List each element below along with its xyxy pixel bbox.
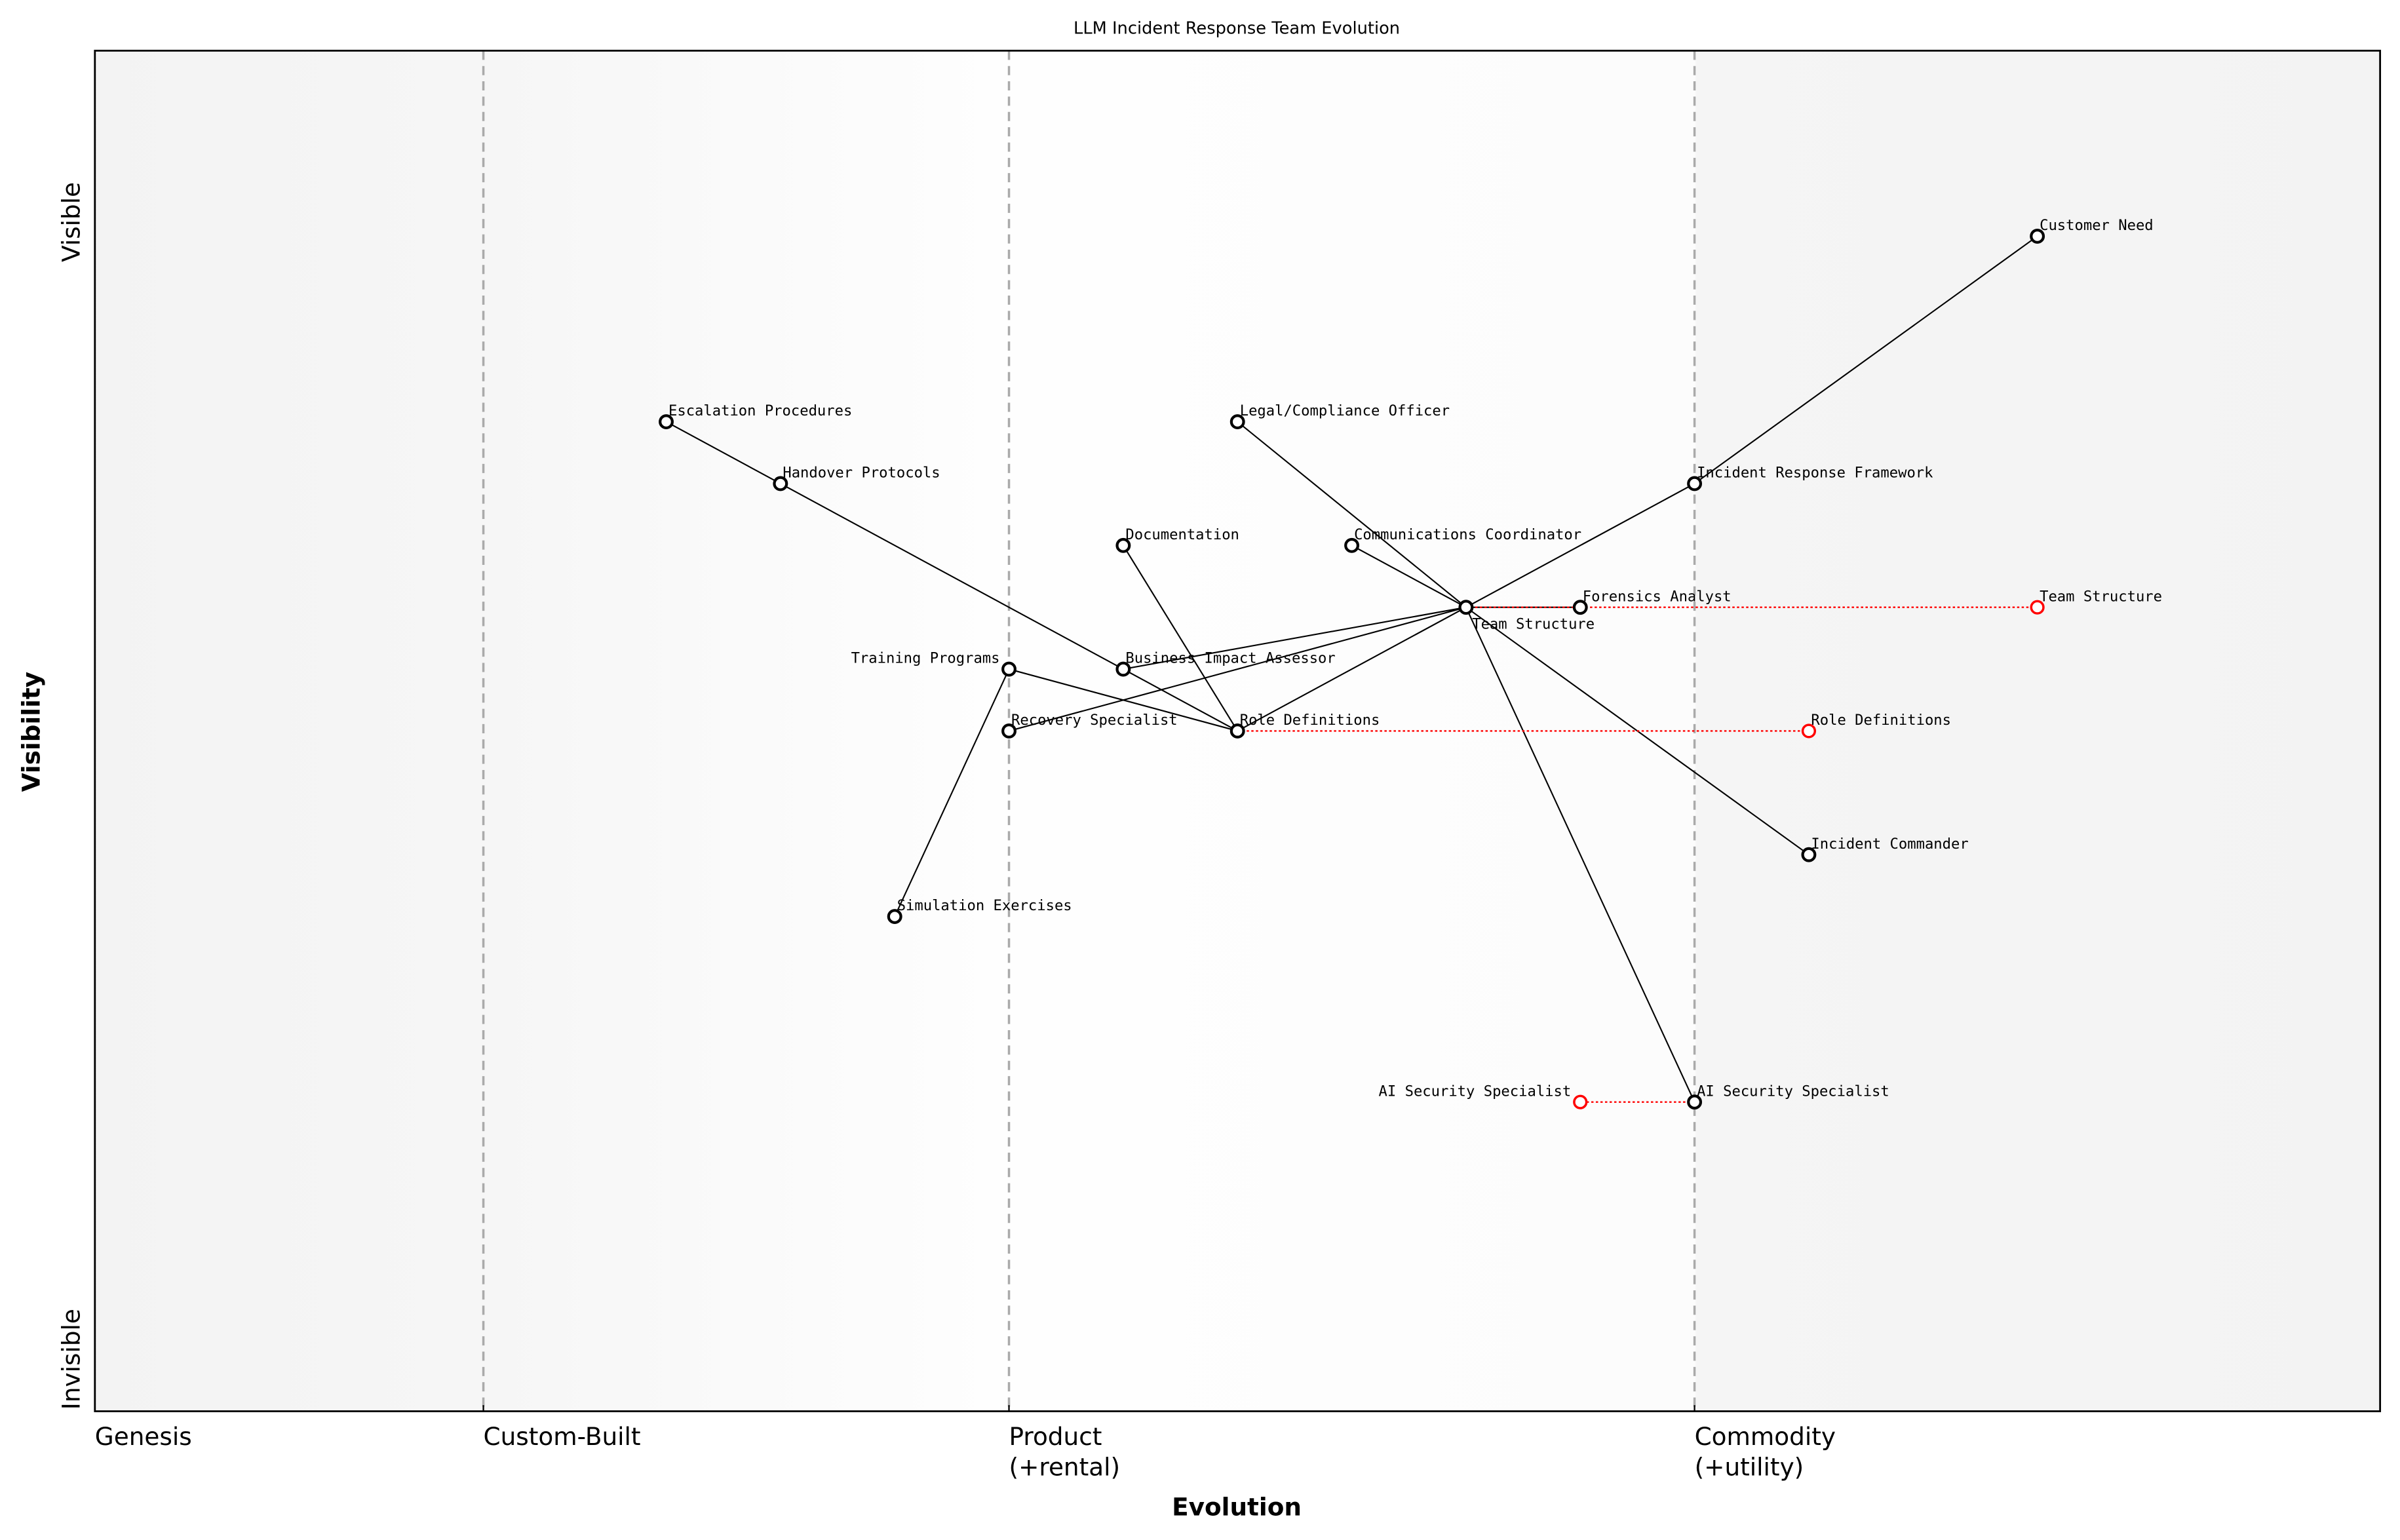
component-label: Documentation <box>1125 526 1239 543</box>
component-label: Customer Need <box>2040 217 2154 234</box>
component-label: Forensics Analyst <box>1583 588 1732 605</box>
link-line <box>1122 545 1239 731</box>
y-bottom-label: Invisible <box>56 1309 85 1410</box>
component-label: Simulation Exercises <box>897 897 1072 914</box>
y-axis-label: Visibility <box>17 672 46 792</box>
component-point <box>1458 600 1474 615</box>
x-tick-label: Product (+rental) <box>1009 1422 1121 1482</box>
link-line <box>1009 668 1238 732</box>
evolved-point <box>2030 600 2045 615</box>
component-label: Legal/Compliance Officer <box>1240 402 1450 419</box>
component-point <box>773 476 788 491</box>
evolved-label: Team Structure <box>2040 588 2162 605</box>
component-label: Recovery Specialist <box>1011 712 1178 729</box>
component-label: Escalation Procedures <box>668 402 852 419</box>
component-label: AI Security Specialist <box>1697 1083 1889 1100</box>
evolved-label: AI Security Specialist <box>1379 1083 1572 1100</box>
component-point <box>1572 600 1588 615</box>
link-line <box>894 668 1010 917</box>
y-top-label: Visible <box>56 182 85 262</box>
component-point <box>1801 847 1817 862</box>
component-label: Handover Protocols <box>783 465 940 482</box>
component-point <box>1001 661 1016 677</box>
component-point <box>1687 1094 1703 1110</box>
component-point <box>1115 537 1131 553</box>
evolved-label: Role Definitions <box>1811 712 1951 729</box>
x-tick-label: Commodity (+utility) <box>1695 1422 1836 1482</box>
component-label: Team Structure <box>1472 615 1595 632</box>
link-line <box>666 421 781 484</box>
component-point <box>1229 723 1245 739</box>
component-label: Role Definitions <box>1240 712 1380 729</box>
component-label: Business Impact Assessor <box>1125 650 1335 667</box>
x-axis-label: Evolution <box>1172 1492 1302 1521</box>
component-label: Incident Commander <box>1811 836 1968 853</box>
component-point <box>1344 537 1360 553</box>
chart-title: LLM Incident Response Team Evolution <box>1074 19 1400 39</box>
link-line <box>1123 668 1238 732</box>
link-line <box>1237 421 1467 608</box>
link-line <box>1123 606 1467 670</box>
component-point <box>887 909 902 925</box>
link-line <box>1351 545 1467 608</box>
x-tick-label: Genesis <box>95 1422 192 1451</box>
link-line <box>1009 606 1467 732</box>
component-label: Training Programs <box>851 650 1000 667</box>
link-line <box>1237 606 1467 732</box>
evolved-point <box>1573 1094 1588 1109</box>
link-line <box>1465 607 1695 1103</box>
plot-frame <box>94 49 2382 1412</box>
component-label: Communications Coordinator <box>1354 526 1581 543</box>
component-point <box>2030 229 2045 244</box>
component-point <box>1001 723 1016 739</box>
x-tick-label: Custom-Built <box>484 1422 641 1451</box>
evolved-point <box>1801 723 1817 739</box>
component-label: Incident Response Framework <box>1697 465 1933 482</box>
link-line <box>780 483 1124 670</box>
component-point <box>659 414 674 430</box>
link-line <box>1465 483 1695 608</box>
component-point <box>1115 661 1131 677</box>
component-point <box>1687 476 1703 491</box>
link-line <box>1694 235 2038 484</box>
component-point <box>1229 414 1245 430</box>
